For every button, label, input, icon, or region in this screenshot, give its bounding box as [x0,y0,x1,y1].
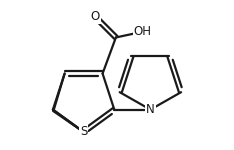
Text: OH: OH [133,25,151,38]
Text: S: S [80,125,87,138]
Text: N: N [146,103,155,116]
Text: O: O [90,10,100,23]
